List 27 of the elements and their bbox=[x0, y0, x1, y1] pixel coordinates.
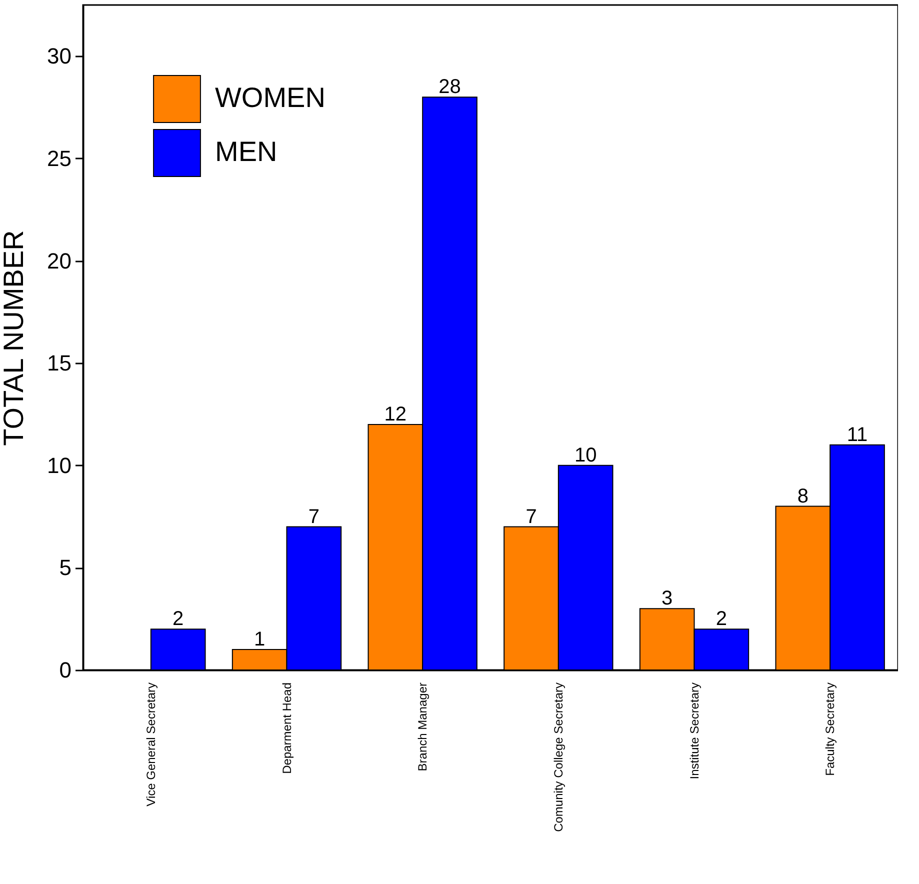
data-label: 7 bbox=[526, 506, 537, 528]
data-label: 3 bbox=[662, 588, 673, 610]
legend-label: WOMEN bbox=[215, 82, 326, 113]
legend-label: MEN bbox=[215, 136, 278, 167]
y-tick-label: 30 bbox=[47, 44, 72, 69]
data-label: 1 bbox=[254, 628, 266, 651]
data-label: 8 bbox=[797, 485, 808, 508]
x-tick-label: Deparment Head bbox=[280, 682, 294, 774]
y-tick-label: 0 bbox=[59, 658, 72, 682]
data-label: 2 bbox=[172, 608, 184, 630]
data-label: 12 bbox=[384, 403, 407, 426]
x-tick-label: Comunity College Secretary bbox=[551, 682, 566, 832]
x-tick-label: Branch Manager bbox=[416, 682, 430, 772]
data-label: 2 bbox=[716, 608, 727, 630]
x-tick-label: Institute Secretary bbox=[687, 682, 702, 780]
y-tick-label: 5 bbox=[59, 555, 72, 580]
x-tick-label: Faculty Secretary bbox=[823, 682, 838, 776]
y-tick-label: 20 bbox=[47, 248, 72, 274]
y-axis-title: TOTAL NUMBER bbox=[0, 230, 30, 446]
y-tick-label: 25 bbox=[47, 146, 72, 171]
data-label: 11 bbox=[846, 424, 868, 446]
y-tick-label: 15 bbox=[47, 350, 72, 376]
data-label: 28 bbox=[438, 76, 461, 98]
data-label: 7 bbox=[308, 506, 320, 528]
x-tick-label: Vice General Secretary bbox=[144, 682, 158, 806]
data-label: 10 bbox=[574, 444, 597, 466]
y-tick-label: 10 bbox=[47, 452, 72, 478]
